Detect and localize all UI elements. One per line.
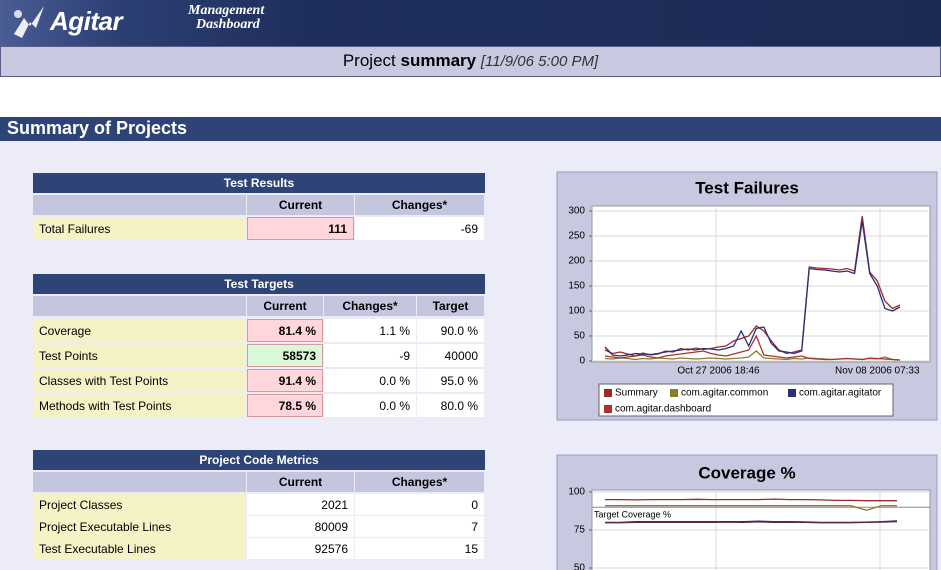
y-tick-label: 250 (568, 231, 585, 242)
current-value: 78.5 % (247, 394, 323, 417)
row-label: Test Executable Lines (33, 538, 246, 559)
y-tick-label: 300 (568, 206, 585, 217)
current-value: 81.4 % (247, 319, 323, 342)
legend-label: com.agitar.agitator (799, 388, 882, 399)
current-value: 58573 (247, 344, 323, 367)
table-title: Test Targets (33, 274, 485, 294)
y-tick-label: 150 (568, 281, 585, 292)
change-value: -69 (355, 217, 484, 240)
table-header-blank (33, 472, 246, 492)
target-value: 90.0 % (417, 319, 484, 342)
summary-timestamp: [11/9/06 5:00 PM] (480, 53, 599, 70)
column-header: Current (247, 296, 323, 316)
top-bar: Agitar Management Dashboard (0, 0, 941, 46)
table-title: Project Code Metrics (33, 450, 485, 470)
series-line (604, 334, 901, 361)
change-value: 0.0 % (324, 394, 416, 417)
legend-swatch (788, 389, 796, 397)
y-tick-label: 75 (574, 525, 586, 536)
row-label: Methods with Test Points (33, 394, 246, 417)
plot-area (591, 205, 931, 363)
series-line (605, 498, 897, 502)
y-tick-label: 200 (568, 256, 585, 267)
legend-swatch (604, 405, 612, 413)
series-line (605, 505, 897, 511)
column-header: Target (417, 296, 484, 316)
y-tick-label: 100 (568, 487, 585, 498)
change-value: 7 (355, 516, 484, 537)
change-value: 1.1 % (324, 319, 416, 342)
chart-title: Coverage % (698, 463, 795, 482)
logo-text: Agitar (50, 6, 123, 36)
current-value: 92576 (247, 538, 354, 559)
legend-box (598, 383, 894, 417)
series-line (604, 220, 901, 357)
current-value: 80009 (247, 516, 354, 537)
change-value: -9 (324, 344, 416, 367)
row-label: Coverage (33, 319, 246, 342)
legend-label: com.agitar.dashboard (615, 404, 711, 415)
target-value: 80.0 % (417, 394, 484, 417)
legend-swatch (670, 389, 678, 397)
change-value: 15 (355, 538, 484, 559)
app-name: Dashboard (196, 17, 260, 32)
change-value: 0 (355, 494, 484, 515)
app-name: Management (188, 3, 265, 18)
column-header: Changes* (355, 472, 484, 492)
current-value: 91.4 % (247, 369, 323, 392)
y-tick-label: 100 (568, 306, 585, 317)
row-label: Project Executable Lines (33, 516, 246, 537)
spacer (0, 77, 941, 117)
summary-bar: Project summary [11/9/06 5:00 PM] (0, 46, 941, 77)
column-header: Current (247, 195, 354, 215)
summary-prefix: Project (342, 51, 396, 70)
change-value: 0.0 % (324, 369, 416, 392)
table-header-blank (33, 195, 246, 215)
y-tick-label: 50 (574, 331, 586, 342)
target-value: 95.0 % (417, 369, 484, 392)
summary-emphasis: summary (400, 51, 477, 70)
y-tick-label: 50 (574, 563, 586, 570)
row-label: Total Failures (33, 217, 246, 240)
row-label: Test Points (33, 344, 246, 367)
row-label: Classes with Test Points (33, 369, 246, 392)
legend-label: Summary (615, 388, 658, 399)
logo-icon (14, 6, 44, 38)
table-header-blank (33, 296, 246, 316)
x-tick-label: Nov 08 2006 07:33 (835, 366, 920, 377)
y-tick-label: 0 (579, 356, 585, 367)
x-tick-label: Oct 27 2006 18:46 (677, 366, 760, 377)
legend-label: com.agitar.common (681, 388, 768, 399)
column-header: Changes* (355, 195, 484, 215)
target-value: 40000 (417, 344, 484, 367)
current-value: 111 (247, 217, 354, 240)
table-title: Test Results (33, 173, 485, 193)
target-label: Target Coverage % (594, 510, 671, 520)
row-label: Project Classes (33, 494, 246, 515)
series-line (605, 520, 898, 524)
chart-title: Test Failures (695, 178, 799, 197)
section-title: Summary of Projects (0, 117, 941, 141)
current-value: 2021 (247, 494, 354, 515)
column-header: Changes* (324, 296, 416, 316)
column-header: Current (247, 472, 354, 492)
legend-swatch (604, 389, 612, 397)
